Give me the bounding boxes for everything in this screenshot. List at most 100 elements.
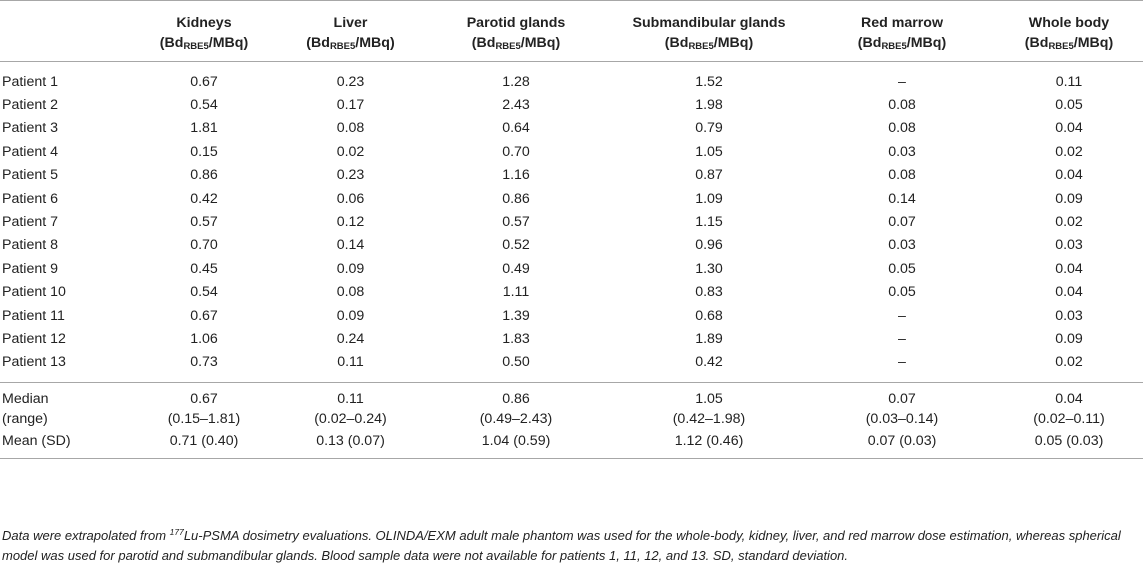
mean-value: 1.04 (0.59) — [423, 430, 609, 460]
table-cell: 0.03 — [1055, 237, 1083, 254]
table-cell: 0.08 — [336, 284, 365, 301]
table-cell: 1.28 — [502, 73, 530, 90]
table-cell: 0.08 — [888, 97, 916, 114]
row-label: Patient 3 — [2, 120, 59, 137]
table-cell: – — [898, 354, 906, 371]
header-unit: (BdRBE5/MBq) — [1024, 35, 1114, 52]
table-cell: – — [898, 73, 906, 90]
range-value: (0.03–0.14) — [865, 411, 939, 428]
table-cell: 1.39 — [502, 307, 530, 324]
table-cell: 0.03 — [1055, 307, 1083, 324]
table-cell: 0.03 — [888, 143, 916, 160]
table-row: Patient 5 0.86 0.23 1.16 0.87 0.08 0.04 — [0, 164, 1143, 187]
table-cell: 0.54 — [190, 97, 218, 114]
row-label: Patient 1 — [2, 73, 59, 90]
table-cell: 1.81 — [190, 120, 218, 137]
header-kidneys-label: Kidneys — [176, 15, 232, 31]
header-kidneys: Kidneys (BdRBE5/MBq) — [130, 0, 278, 62]
header-liver-label: Liver — [333, 15, 368, 31]
table-cell: 0.54 — [190, 284, 218, 301]
table-cell: 0.11 — [1055, 73, 1083, 90]
table-cell: 0.11 — [337, 354, 364, 371]
table-cell: 2.43 — [502, 97, 530, 114]
table-cell: 1.98 — [695, 97, 723, 114]
table-cell: 1.30 — [695, 260, 723, 277]
table-cell: 0.08 — [888, 120, 916, 137]
table-cell: 1.11 — [502, 284, 530, 301]
table-row: Patient 9 0.45 0.09 0.49 1.30 0.05 0.04 — [0, 257, 1143, 280]
table-cell: 0.09 — [336, 307, 365, 324]
table-cell: 0.24 — [336, 330, 365, 347]
table-cell: 0.05 — [1055, 97, 1083, 114]
median-row: Median 0.67 0.11 0.86 1.05 0.07 0.04 — [0, 382, 1143, 410]
table-cell: 0.57 — [190, 214, 218, 231]
mean-value: 1.12 (0.46) — [609, 430, 809, 460]
table-cell: 0.57 — [502, 214, 530, 231]
table-cell: 0.73 — [190, 354, 218, 371]
header-unit: (BdRBE5/MBq) — [306, 35, 395, 52]
header-liver: Liver (BdRBE5/MBq) — [278, 0, 423, 62]
table-row: Patient 13 0.73 0.11 0.50 0.42 – 0.02 — [0, 351, 1143, 383]
table-cell: 0.67 — [190, 307, 218, 324]
table-row: Patient 3 1.81 0.08 0.64 0.79 0.08 0.04 — [0, 117, 1143, 140]
median-value: 0.67 — [130, 382, 278, 410]
mean-value: 0.71 (0.40) — [130, 430, 278, 460]
table-cell: 0.79 — [695, 120, 723, 137]
row-label: Patient 10 — [2, 284, 66, 301]
mean-value: 0.13 (0.07) — [278, 430, 423, 460]
range-row: (range) (0.15–1.81) (0.02–0.24) (0.49–2.… — [0, 409, 1143, 430]
header-corner — [0, 0, 130, 62]
header-unit: (BdRBE5/MBq) — [159, 35, 249, 52]
table-cell: 0.04 — [1055, 284, 1083, 301]
table-cell: 0.52 — [502, 237, 530, 254]
header-row: Kidneys (BdRBE5/MBq) Liver (BdRBE5/MBq) Pa… — [0, 0, 1143, 62]
table-cell: 1.52 — [695, 73, 723, 90]
table-cell: 1.83 — [502, 330, 530, 347]
table-cell: 0.96 — [695, 237, 723, 254]
mean-value: 0.07 (0.03) — [809, 430, 995, 460]
table-cell: 1.15 — [695, 214, 723, 231]
table-cell: 0.07 — [888, 214, 916, 231]
mean-row: Mean (SD) 0.71 (0.40) 0.13 (0.07) 1.04 (… — [0, 430, 1143, 460]
row-label: Patient 8 — [2, 237, 59, 254]
isotope-mass-number: 177 — [169, 527, 184, 537]
table-cell: 0.08 — [336, 120, 365, 137]
patient-rows: Patient 1 0.67 0.23 1.28 1.52 – 0.11 Patient 2 0… — [0, 62, 1143, 383]
table-row: Patient 2 0.54 0.17 2.43 1.98 0.08 0.05 — [0, 93, 1143, 116]
table-cell: 1.09 — [695, 190, 723, 207]
table-cell: 0.86 — [502, 190, 530, 207]
row-label: Patient 7 — [2, 214, 59, 231]
range-value: (0.42–1.98) — [672, 411, 746, 428]
table-footnote: Data were extrapolated from 177Lu-PSMA d… — [2, 527, 1121, 563]
header-whole-body: Whole body (BdRBE5/MBq) — [995, 0, 1143, 62]
header-submandibular-glands: Submandibular glands (BdRBE5/MBq) — [609, 0, 809, 62]
range-value: (0.15–1.81) — [167, 411, 241, 428]
table-row: Patient 6 0.42 0.06 0.86 1.09 0.14 0.09 — [0, 187, 1143, 210]
table-cell: 0.09 — [1055, 330, 1083, 347]
table-cell: 0.68 — [695, 307, 723, 324]
row-label: Patient 12 — [2, 330, 66, 347]
table-cell: 0.02 — [336, 143, 365, 160]
table-cell: 0.12 — [336, 214, 365, 231]
table-cell: 1.05 — [695, 143, 723, 160]
range-label: (range) — [2, 411, 48, 428]
table-cell: 0.49 — [502, 260, 530, 277]
table-cell: 0.03 — [888, 237, 916, 254]
mean-label: Mean (SD) — [0, 430, 130, 460]
table-cell: 0.09 — [1055, 190, 1083, 207]
table-cell: 0.02 — [1055, 143, 1083, 160]
dosimetry-table: Kidneys (BdRBE5/MBq) Liver (BdRBE5/MBq) Pa… — [0, 0, 1143, 460]
table-cell: 0.04 — [1055, 120, 1083, 137]
table-cell: 0.17 — [336, 97, 365, 114]
median-value: 0.04 — [995, 382, 1143, 410]
row-label: Patient 2 — [2, 97, 59, 114]
table-cell: 0.67 — [190, 73, 218, 90]
header-red-marrow: Red marrow (BdRBE5/MBq) — [809, 0, 995, 62]
median-value: 1.05 — [609, 382, 809, 410]
table-cell: 0.23 — [336, 73, 365, 90]
table-cell: 0.02 — [1055, 214, 1083, 231]
table-row: Patient 7 0.57 0.12 0.57 1.15 0.07 0.02 — [0, 210, 1143, 233]
header-parotid-glands: Parotid glands (BdRBE5/MBq) — [423, 0, 609, 62]
row-label: Patient 4 — [2, 143, 59, 160]
table-cell: 0.45 — [190, 260, 218, 277]
